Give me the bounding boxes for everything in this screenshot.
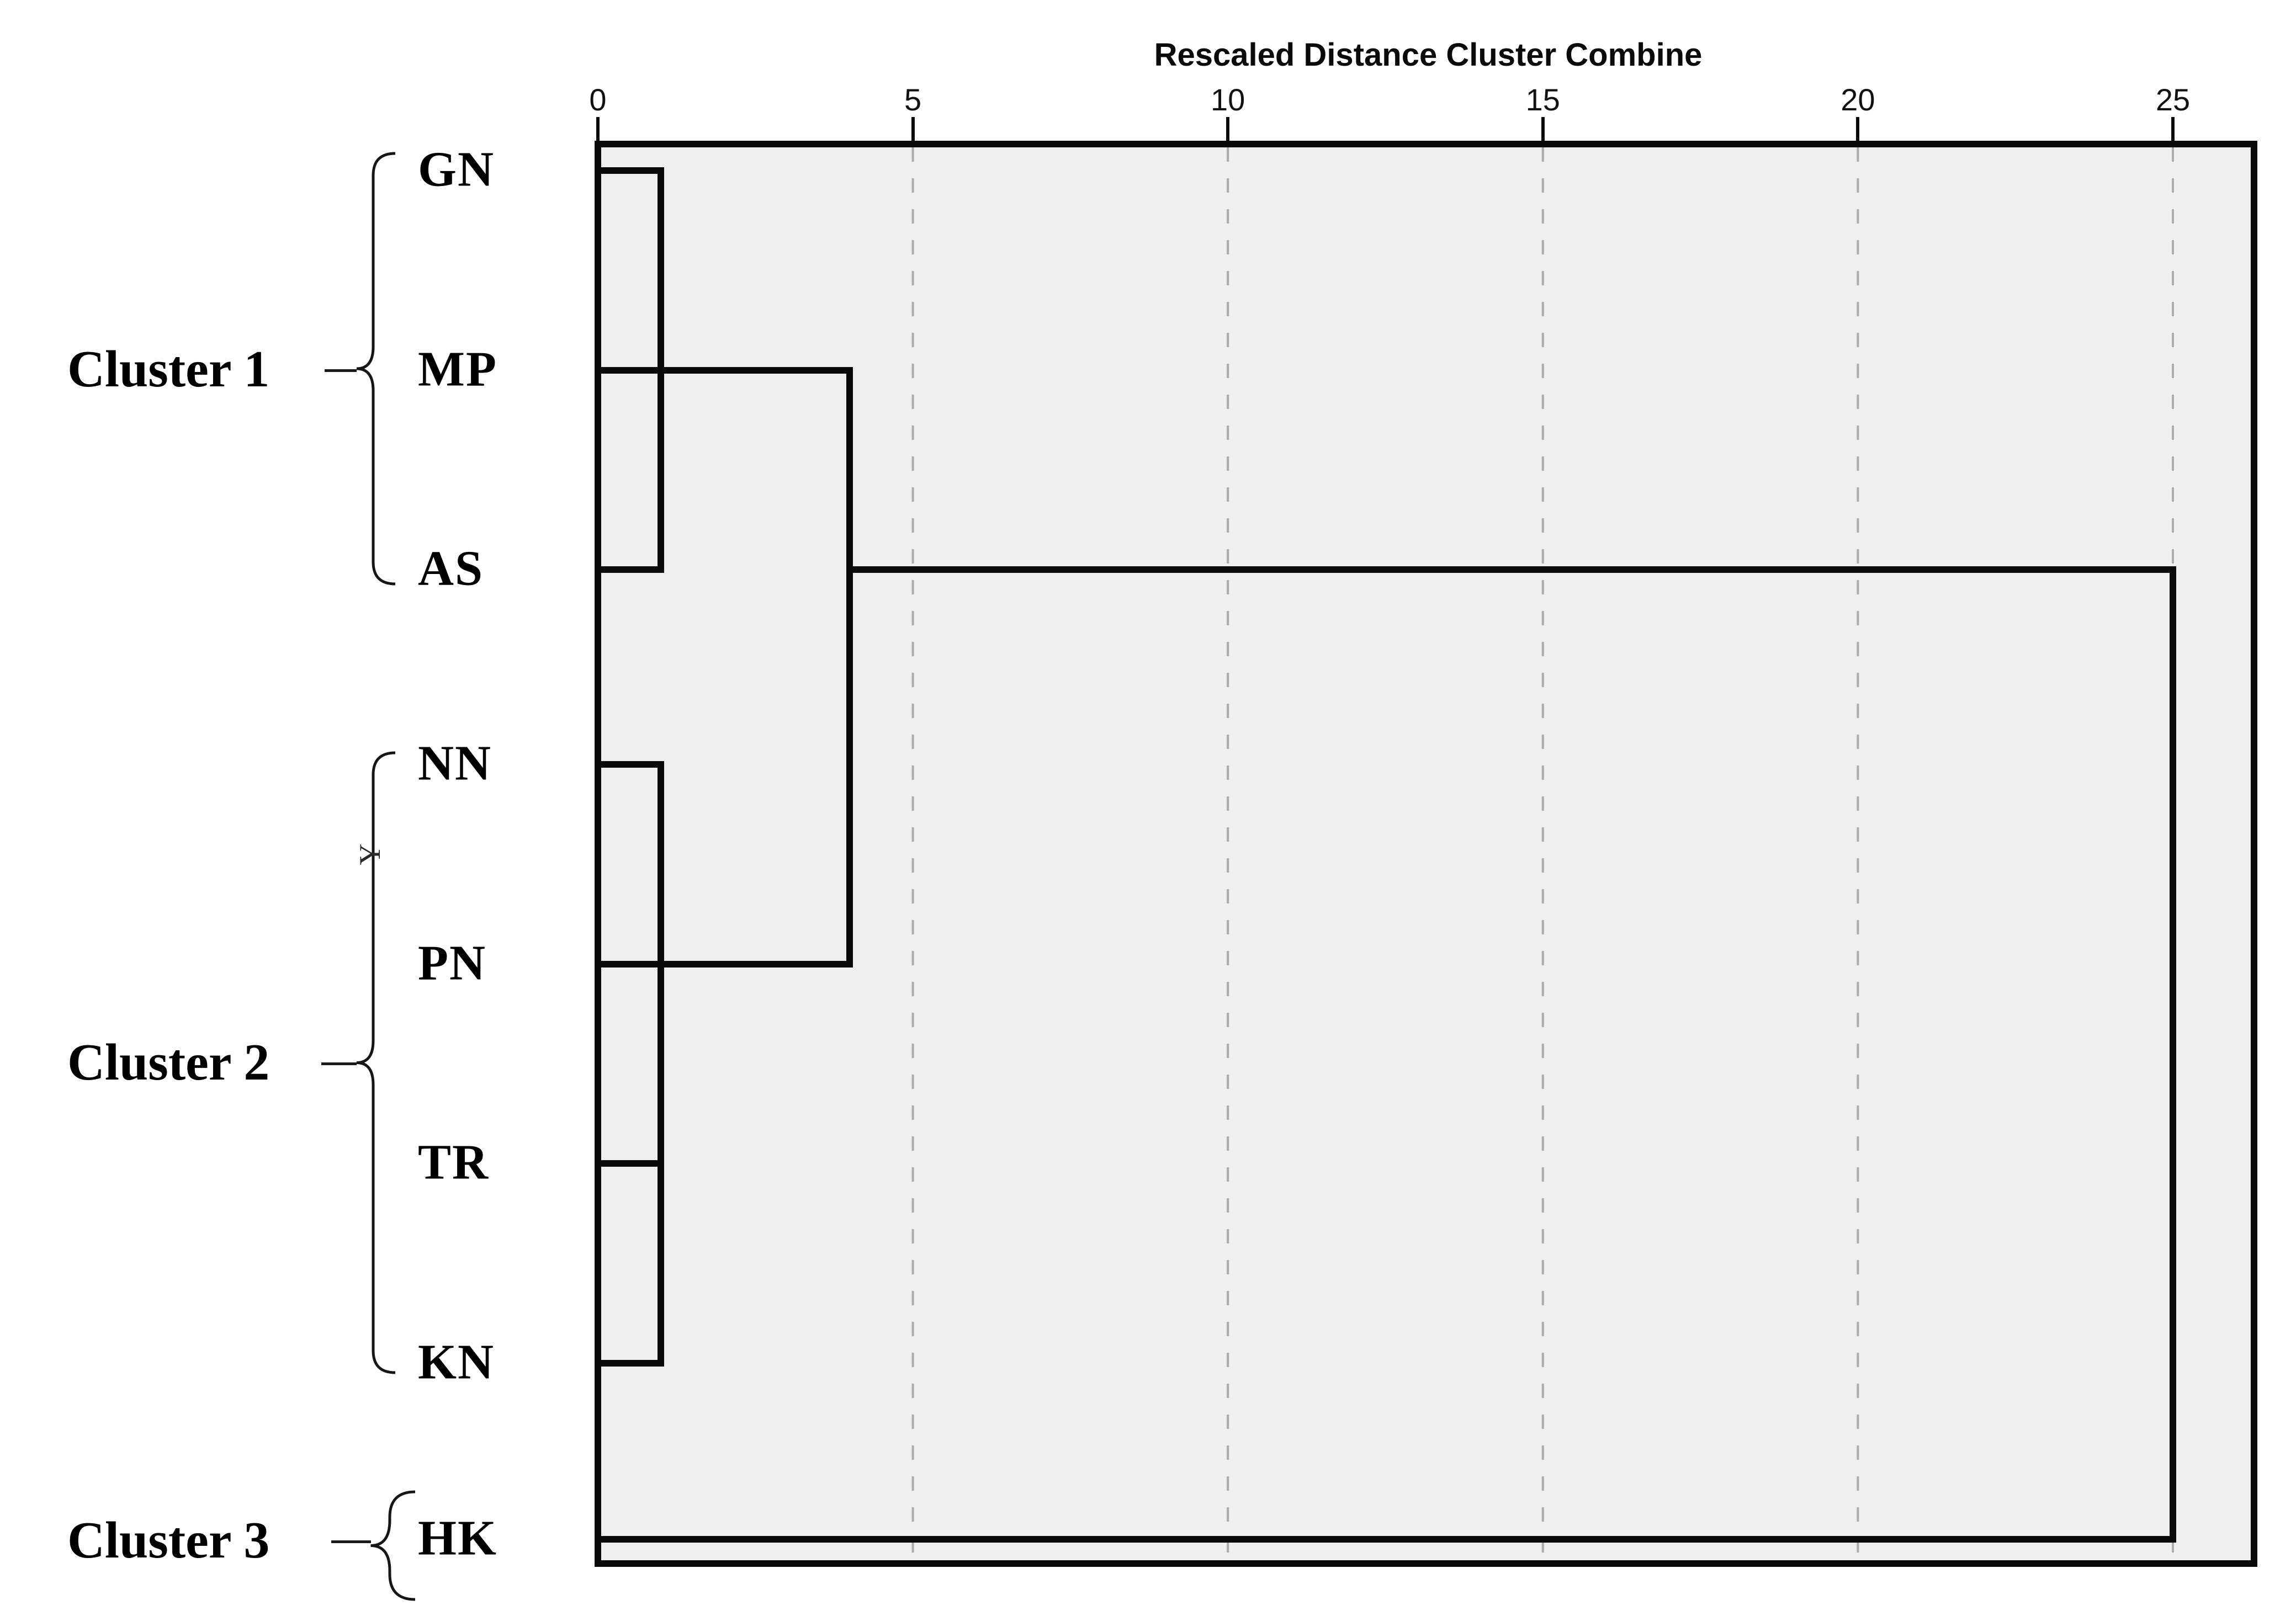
leaf-label-kn: KN	[418, 1335, 495, 1390]
axis-tick	[1226, 117, 1230, 142]
cluster-brace	[370, 1490, 416, 1601]
cluster-connector	[325, 369, 357, 372]
dendrogram-segment	[595, 1536, 2176, 1543]
dendrogram-segment	[595, 1160, 665, 1167]
dendrogram-segment	[657, 761, 665, 1367]
chart-title: Rescaled Distance Cluster Combine	[1154, 37, 1703, 73]
dendrogram-segment	[846, 367, 853, 968]
cluster-label-1: Cluster 1	[67, 340, 270, 398]
leaf-label-tr: TR	[418, 1135, 490, 1190]
dendrogram-segment	[595, 367, 853, 374]
axis-tick	[911, 117, 915, 142]
dendrogram-segment	[595, 1360, 665, 1367]
rotated-y-glyph: Y	[353, 844, 386, 865]
leaf-label-hk: HK	[418, 1511, 498, 1566]
leaf-label-nn: NN	[418, 736, 492, 791]
axis-tick	[1541, 117, 1545, 142]
axis-tick	[596, 117, 600, 142]
dendrogram-segment	[846, 566, 2176, 573]
dendrogram-segment	[657, 167, 665, 573]
dendrogram-segment	[2170, 566, 2176, 1543]
axis-tick-label: 0	[589, 82, 607, 117]
cluster-brace	[356, 152, 396, 586]
axis-tick-label: 25	[2155, 82, 2191, 117]
dendrogram-segment	[595, 961, 853, 968]
dendrogram-segment	[595, 167, 665, 174]
leaf-label-mp: MP	[418, 342, 497, 397]
axis-tick	[1856, 117, 1860, 142]
cluster-brace	[356, 751, 396, 1374]
leaf-label-pn: PN	[418, 935, 486, 991]
cluster-label-2: Cluster 2	[67, 1033, 270, 1091]
axis-tick-label: 10	[1211, 82, 1245, 117]
axis-tick-label: 5	[904, 82, 922, 117]
axis-tick	[2171, 117, 2175, 142]
dendrogram-segment	[595, 566, 665, 573]
cluster-label-3: Cluster 3	[67, 1511, 270, 1569]
cluster-connector	[321, 1062, 357, 1065]
axis-tick-label: 15	[1525, 82, 1560, 117]
dendrogram-segment	[595, 761, 665, 768]
leaf-label-gn: GN	[418, 142, 495, 197]
leaf-label-as: AS	[418, 541, 484, 596]
plot-area	[595, 141, 2257, 1567]
cluster-connector	[331, 1540, 371, 1543]
axis-tick-label: 20	[1841, 82, 1875, 117]
